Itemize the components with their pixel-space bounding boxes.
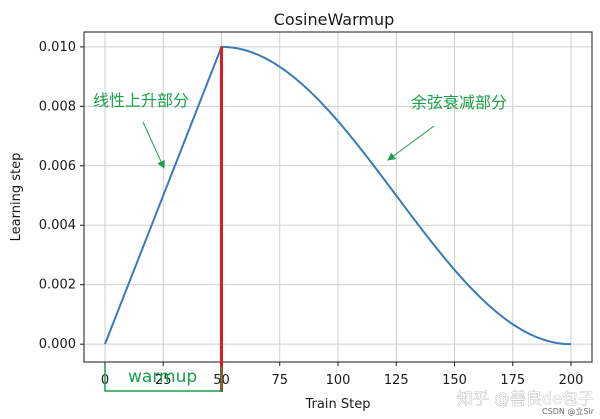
x-tick-label: 25: [155, 373, 172, 388]
warmup-bracket: [104, 366, 223, 392]
y-axis-label: Learning step: [9, 153, 24, 242]
chart-title: CosineWarmup: [274, 10, 395, 29]
annotation-arrow-linear: [142, 121, 165, 169]
series-line: [104, 45, 572, 346]
watermark-zhihu: 知乎 @善良de包子: [457, 389, 594, 408]
grid: [84, 32, 592, 362]
y-tick-label: 0.000: [39, 337, 76, 352]
x-tick-label: 200: [559, 373, 584, 388]
y-tick-label: 0.010: [39, 40, 76, 55]
x-tick-label: 125: [384, 373, 409, 388]
y-axis-ticks: 0.000 0.002 0.004 0.006 0.008 0.010: [39, 40, 84, 352]
x-tick-label: 100: [326, 373, 351, 388]
y-tick-label: 0.008: [39, 99, 76, 114]
watermark-csdn: CSDN @立Sir: [542, 406, 595, 416]
annotation-arrow-cosine: [387, 125, 435, 161]
x-tick-label: 75: [271, 373, 288, 388]
warmup-label: warmup: [128, 367, 197, 387]
annotation-cosine-decay: 余弦衰减部分: [411, 93, 507, 112]
annotation-linear-rise: 线性上升部分: [93, 91, 189, 110]
y-tick-label: 0.002: [39, 278, 76, 293]
x-tick-label: 150: [442, 373, 467, 388]
x-axis-label: Train Step: [305, 397, 371, 412]
y-tick-label: 0.004: [39, 218, 76, 233]
y-tick-label: 0.006: [39, 159, 76, 174]
x-tick-label: 175: [500, 373, 525, 388]
